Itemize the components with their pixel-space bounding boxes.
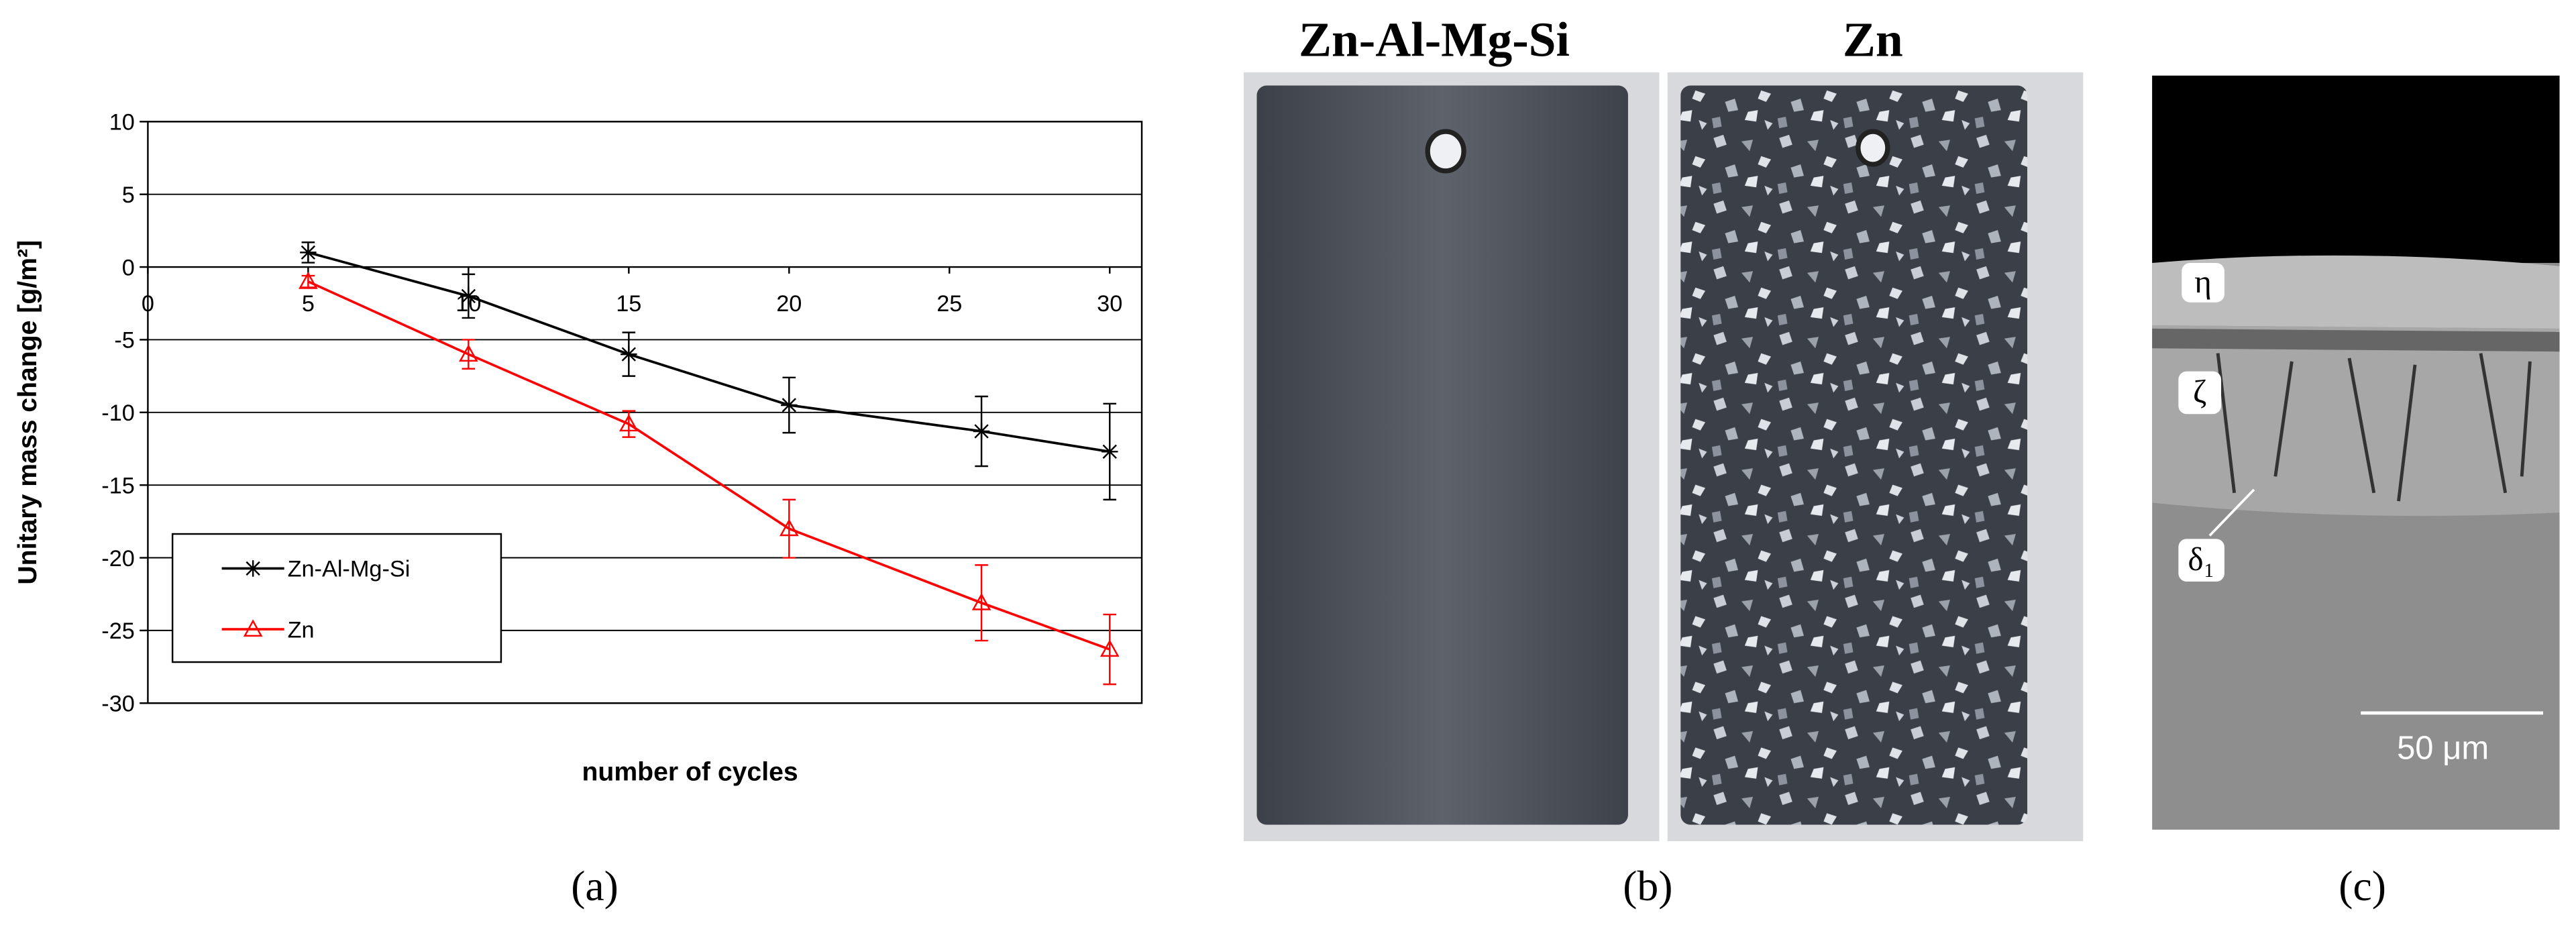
series-line bbox=[307, 251, 1110, 453]
plate-hole bbox=[1856, 129, 1890, 167]
panel-label: (a) bbox=[571, 862, 619, 910]
label-box bbox=[2178, 539, 2224, 582]
panel-label: (b) bbox=[1623, 862, 1672, 910]
x-tick-label: 5 bbox=[302, 291, 315, 317]
y-tick-label: 5 bbox=[122, 182, 135, 208]
y-tick-label: 0 bbox=[122, 255, 135, 280]
marker bbox=[973, 423, 990, 440]
y-tick-label: -5 bbox=[114, 328, 134, 353]
label-box bbox=[2182, 262, 2224, 303]
series-line bbox=[307, 280, 1110, 651]
legend-box bbox=[171, 533, 502, 663]
marker bbox=[459, 344, 478, 362]
sample-plate bbox=[1680, 85, 2028, 825]
error-bar bbox=[1103, 613, 1117, 686]
y-tick-label: -25 bbox=[101, 618, 135, 644]
x-tick-label: 20 bbox=[776, 291, 802, 317]
scale-label: 50 μm bbox=[2397, 730, 2489, 767]
marker bbox=[299, 271, 318, 289]
plate-hole bbox=[1425, 129, 1466, 174]
panel-label: (c) bbox=[2339, 862, 2386, 910]
marker bbox=[243, 619, 263, 637]
x-tick-label: 0 bbox=[142, 291, 154, 317]
legend-label: Zn bbox=[288, 617, 315, 643]
layer-label: η bbox=[2194, 263, 2212, 300]
photo-title: Zn-Al-Mg-Si bbox=[1299, 12, 1570, 66]
error-bar bbox=[782, 498, 796, 559]
layer-label: ζ bbox=[2193, 373, 2206, 410]
marker bbox=[1099, 639, 1120, 657]
layer-label: δ₁ bbox=[2188, 541, 2215, 578]
legend-label: Zn-Al-Mg-Si bbox=[288, 557, 411, 582]
marker bbox=[621, 345, 637, 363]
sample-plate bbox=[1256, 85, 1628, 825]
marker bbox=[300, 244, 317, 261]
label-box bbox=[2178, 371, 2222, 415]
micrograph-layer bbox=[2152, 255, 2560, 329]
arrow bbox=[2208, 488, 2255, 537]
marker bbox=[619, 414, 639, 432]
y-axis-label: Unitary mass change [g/m²] bbox=[13, 240, 42, 585]
x-tick-label: 15 bbox=[616, 291, 641, 317]
photo-title: Zn bbox=[1843, 12, 1903, 66]
micrograph-layer bbox=[2152, 75, 2560, 263]
marker bbox=[1102, 443, 1118, 460]
marker bbox=[971, 592, 991, 610]
y-tick-label: -30 bbox=[101, 692, 135, 717]
y-tick-label: -15 bbox=[101, 473, 135, 498]
x-tick-label: 25 bbox=[936, 291, 962, 317]
micrograph-layer bbox=[2152, 328, 2560, 352]
marker bbox=[244, 560, 262, 577]
marker bbox=[781, 396, 798, 414]
y-tick-label: 10 bbox=[109, 110, 135, 135]
micrograph-crack bbox=[2216, 353, 2532, 502]
error-bar bbox=[975, 564, 988, 642]
y-tick-label: -10 bbox=[101, 400, 135, 426]
marker bbox=[779, 519, 799, 537]
marker bbox=[460, 288, 477, 305]
x-axis-label: number of cycles bbox=[582, 757, 798, 786]
y-tick-label: -20 bbox=[101, 546, 135, 572]
x-tick-label: 30 bbox=[1097, 291, 1122, 317]
micrograph-layer bbox=[2152, 325, 2560, 516]
